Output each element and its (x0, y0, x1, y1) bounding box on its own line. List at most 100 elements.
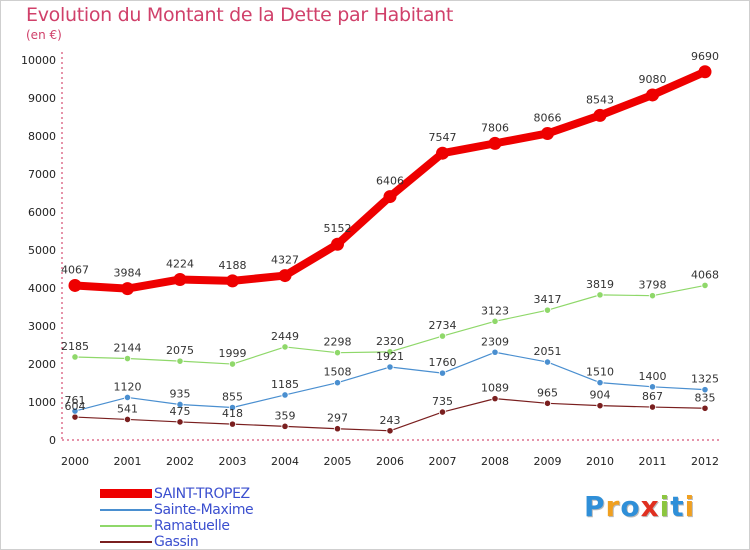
data-label-sainte-maxime: 1510 (586, 366, 614, 379)
data-point-saint-tropez (593, 108, 607, 122)
data-label-ramatuelle: 3417 (534, 293, 562, 306)
data-point-gassin (386, 427, 394, 435)
data-point-ramatuelle (386, 348, 394, 356)
x-tick-label: 2003 (219, 455, 247, 468)
y-tick-label: 8000 (28, 130, 56, 143)
data-point-saint-tropez (488, 136, 502, 150)
data-point-gassin (438, 408, 447, 416)
data-label-gassin: 541 (117, 402, 138, 415)
data-point-saint-tropez (541, 126, 554, 140)
data-point-ramatuelle (176, 357, 184, 365)
data-label-ramatuelle: 2144 (114, 342, 142, 355)
y-tick-label: 2000 (28, 358, 56, 371)
data-label-sainte-maxime: 1921 (376, 350, 404, 363)
data-point-sainte-maxime (333, 379, 342, 387)
legend-label: Sainte-Maxime (154, 502, 254, 518)
x-tick-label: 2008 (481, 455, 509, 468)
chart-title: Evolution du Montant de la Dette par Hab… (26, 4, 454, 26)
data-point-sainte-maxime (491, 348, 499, 356)
data-label-ramatuelle: 3123 (481, 304, 509, 317)
y-tick-label: 6000 (28, 206, 56, 219)
data-point-ramatuelle (281, 343, 289, 351)
logo-letter: r (605, 490, 621, 523)
data-label-saint-tropez: 8543 (586, 93, 614, 106)
data-label-gassin: 1089 (481, 382, 509, 395)
x-tick-label: 2010 (586, 455, 614, 468)
data-point-ramatuelle (543, 306, 552, 314)
x-tick-label: 2004 (271, 455, 299, 468)
logo-letter: i (684, 490, 696, 523)
data-label-saint-tropez: 6406 (376, 175, 404, 188)
data-point-gassin (176, 418, 184, 426)
data-label-sainte-maxime: 1400 (639, 370, 667, 383)
data-label-gassin: 243 (380, 414, 401, 427)
data-point-ramatuelle (123, 354, 132, 363)
data-point-sainte-maxime (543, 358, 552, 366)
x-tick-label: 2009 (534, 455, 562, 468)
data-point-sainte-maxime (123, 393, 132, 402)
data-point-gassin (71, 413, 79, 421)
data-point-ramatuelle (228, 360, 237, 368)
data-label-saint-tropez: 4067 (61, 263, 89, 276)
x-tick-label: 2007 (429, 455, 457, 468)
data-point-sainte-maxime (438, 369, 447, 377)
data-label-saint-tropez: 9080 (639, 73, 667, 86)
data-label-ramatuelle: 2298 (324, 336, 352, 349)
y-tick-label: 3000 (28, 320, 56, 333)
data-point-saint-tropez (436, 146, 449, 160)
data-point-sainte-maxime (176, 400, 184, 409)
logo-letter: x (640, 490, 660, 523)
x-tick-label: 2011 (639, 455, 667, 468)
y-tick-label: 5000 (28, 244, 56, 257)
x-tick-label: 2012 (691, 455, 719, 468)
legend-label: Ramatuelle (154, 518, 230, 534)
data-label-gassin: 965 (537, 386, 558, 399)
data-label-saint-tropez: 9690 (691, 50, 719, 63)
data-label-ramatuelle: 4068 (691, 268, 719, 281)
data-label-gassin: 835 (695, 391, 716, 404)
data-point-saint-tropez (331, 237, 344, 251)
data-label-ramatuelle: 2320 (376, 335, 404, 348)
data-point-saint-tropez (226, 274, 239, 288)
data-label-sainte-maxime: 2309 (481, 335, 509, 348)
data-label-ramatuelle: 3819 (586, 278, 614, 291)
data-point-sainte-maxime (648, 383, 657, 391)
data-point-sainte-maxime (701, 386, 709, 394)
data-point-gassin (491, 395, 499, 403)
y-tick-label: 10000 (21, 54, 56, 67)
data-point-sainte-maxime (596, 379, 604, 387)
y-tick-label: 1000 (28, 396, 56, 409)
data-point-saint-tropez (278, 269, 292, 283)
data-label-ramatuelle: 1999 (219, 347, 247, 360)
data-point-sainte-maxime (281, 391, 289, 399)
data-label-ramatuelle: 3798 (639, 279, 667, 292)
logo-letter: t (670, 490, 685, 523)
logo-letter: P (584, 490, 606, 523)
data-label-saint-tropez: 3984 (114, 267, 142, 280)
data-point-sainte-maxime (71, 407, 79, 415)
y-tick-label: 4000 (28, 282, 56, 295)
data-label-ramatuelle: 2075 (166, 344, 194, 357)
data-label-saint-tropez: 4188 (219, 259, 247, 272)
data-point-gassin (281, 422, 289, 430)
legend-label: SAINT-TROPEZ (154, 486, 250, 502)
x-tick-label: 2002 (166, 455, 194, 468)
data-point-ramatuelle (333, 349, 342, 357)
legend-swatch (100, 541, 152, 543)
data-label-saint-tropez: 4224 (166, 257, 194, 270)
data-label-sainte-maxime: 1120 (114, 380, 142, 393)
x-tick-label: 2006 (376, 455, 404, 468)
data-point-saint-tropez (121, 282, 134, 296)
data-point-ramatuelle (596, 291, 604, 299)
legend-swatch (100, 525, 152, 527)
legend-swatch (100, 489, 152, 498)
data-label-gassin: 604 (65, 400, 86, 413)
chart-subtitle: (en €) (26, 28, 62, 42)
x-tick-label: 2005 (324, 455, 352, 468)
data-label-sainte-maxime: 1760 (429, 356, 457, 369)
data-point-gassin (596, 402, 604, 410)
data-point-gassin (228, 420, 237, 428)
logo-letter: i (659, 490, 671, 523)
data-label-ramatuelle: 2185 (61, 340, 89, 353)
